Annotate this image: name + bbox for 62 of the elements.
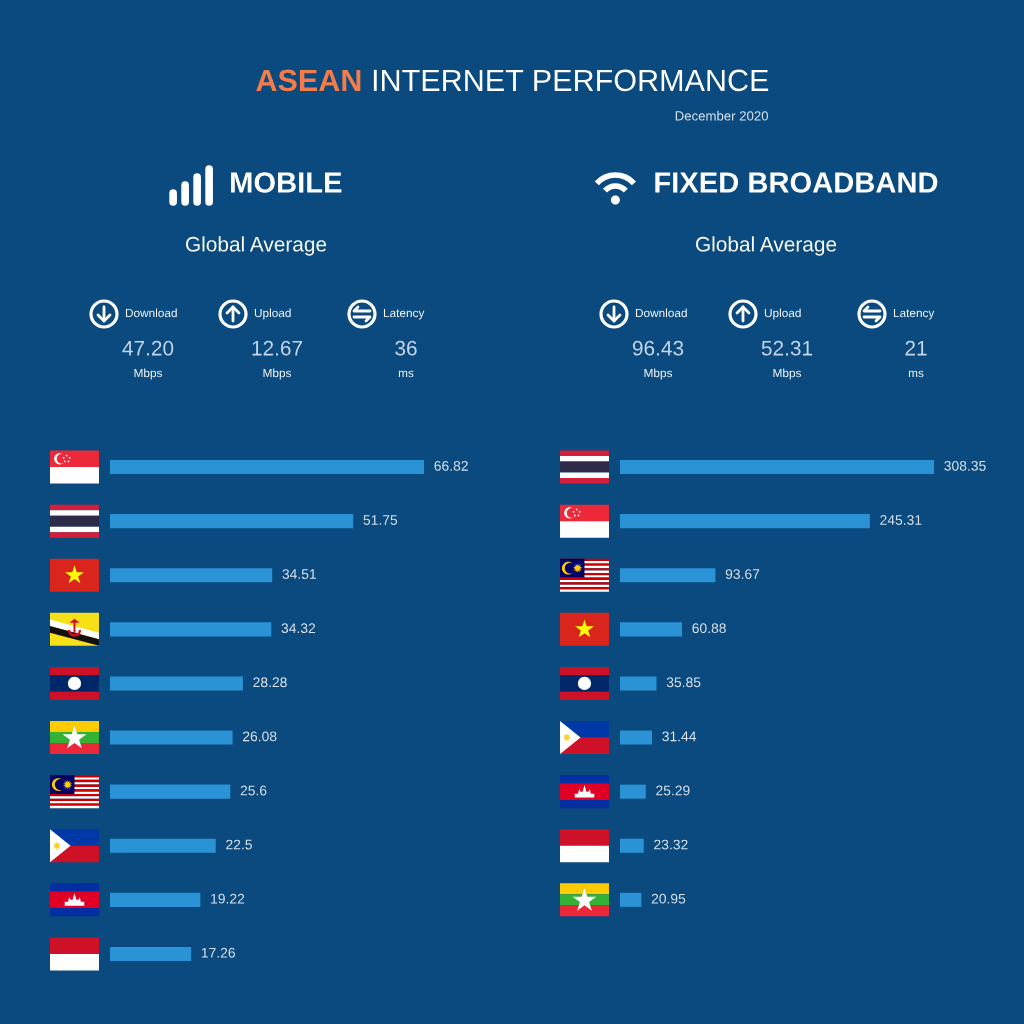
text: 21 xyxy=(905,340,927,356)
bar xyxy=(620,892,642,907)
data-label: 25.29 xyxy=(656,785,690,796)
text: ms xyxy=(398,370,414,378)
text: ms xyxy=(908,370,924,378)
text: 52.31 xyxy=(761,340,813,356)
bar xyxy=(110,622,272,637)
data-label: 51.75 xyxy=(363,515,398,525)
bar xyxy=(110,514,354,529)
text: 96.43 xyxy=(632,340,684,356)
text: Mbps xyxy=(644,368,673,380)
data-label: 28.28 xyxy=(253,677,287,688)
data-label: 31.44 xyxy=(662,731,697,742)
text: 36 xyxy=(395,340,417,356)
text: FIXED BROADBAND xyxy=(655,172,938,193)
text: Download xyxy=(635,308,687,318)
bar xyxy=(620,730,653,745)
bar xyxy=(620,838,644,853)
bar xyxy=(620,676,657,691)
data-label: 34.51 xyxy=(282,569,316,579)
text: December 2020 xyxy=(675,110,769,121)
text: Global Average xyxy=(186,236,327,256)
bar xyxy=(110,460,425,475)
bar xyxy=(620,622,683,637)
data-label: 23.32 xyxy=(654,839,688,850)
bar xyxy=(110,892,201,907)
text: 47.20 xyxy=(122,340,174,356)
data-label: 25.6 xyxy=(240,785,267,796)
text: Download xyxy=(125,308,177,318)
bar xyxy=(110,946,192,961)
text: Mbps xyxy=(134,368,163,380)
text: ASEAN INTERNET PERFORMANCE xyxy=(256,69,769,92)
data-label: 35.85 xyxy=(666,677,701,688)
data-label: 26.08 xyxy=(243,731,277,742)
bar xyxy=(110,838,216,853)
data-label: 245.31 xyxy=(880,515,922,525)
bar xyxy=(620,784,646,799)
text: Mbps xyxy=(773,368,802,380)
text: 12.67 xyxy=(252,340,303,356)
text: MOBILE xyxy=(231,172,342,193)
bar xyxy=(110,568,273,583)
text: Global Average xyxy=(696,236,837,256)
text: Upload xyxy=(254,308,291,320)
data-label: 66.82 xyxy=(434,460,468,471)
text: Latency xyxy=(893,308,935,320)
bar xyxy=(110,676,243,691)
data-label: 34.32 xyxy=(281,623,316,634)
bar xyxy=(620,514,870,529)
data-label: 93.67 xyxy=(725,569,760,579)
text: Mbps xyxy=(263,368,292,380)
data-label: 19.22 xyxy=(211,893,245,904)
bar xyxy=(110,730,233,745)
text: Latency xyxy=(383,308,425,320)
data-label: 20.95 xyxy=(651,893,686,904)
data-label: 60.88 xyxy=(692,623,726,634)
text: Upload xyxy=(764,308,801,320)
bar xyxy=(620,460,935,475)
bar xyxy=(110,784,231,799)
data-label: 17.26 xyxy=(201,947,235,958)
data-label: 308.35 xyxy=(944,460,986,471)
bar xyxy=(620,568,716,583)
data-label: 22.5 xyxy=(226,839,252,850)
